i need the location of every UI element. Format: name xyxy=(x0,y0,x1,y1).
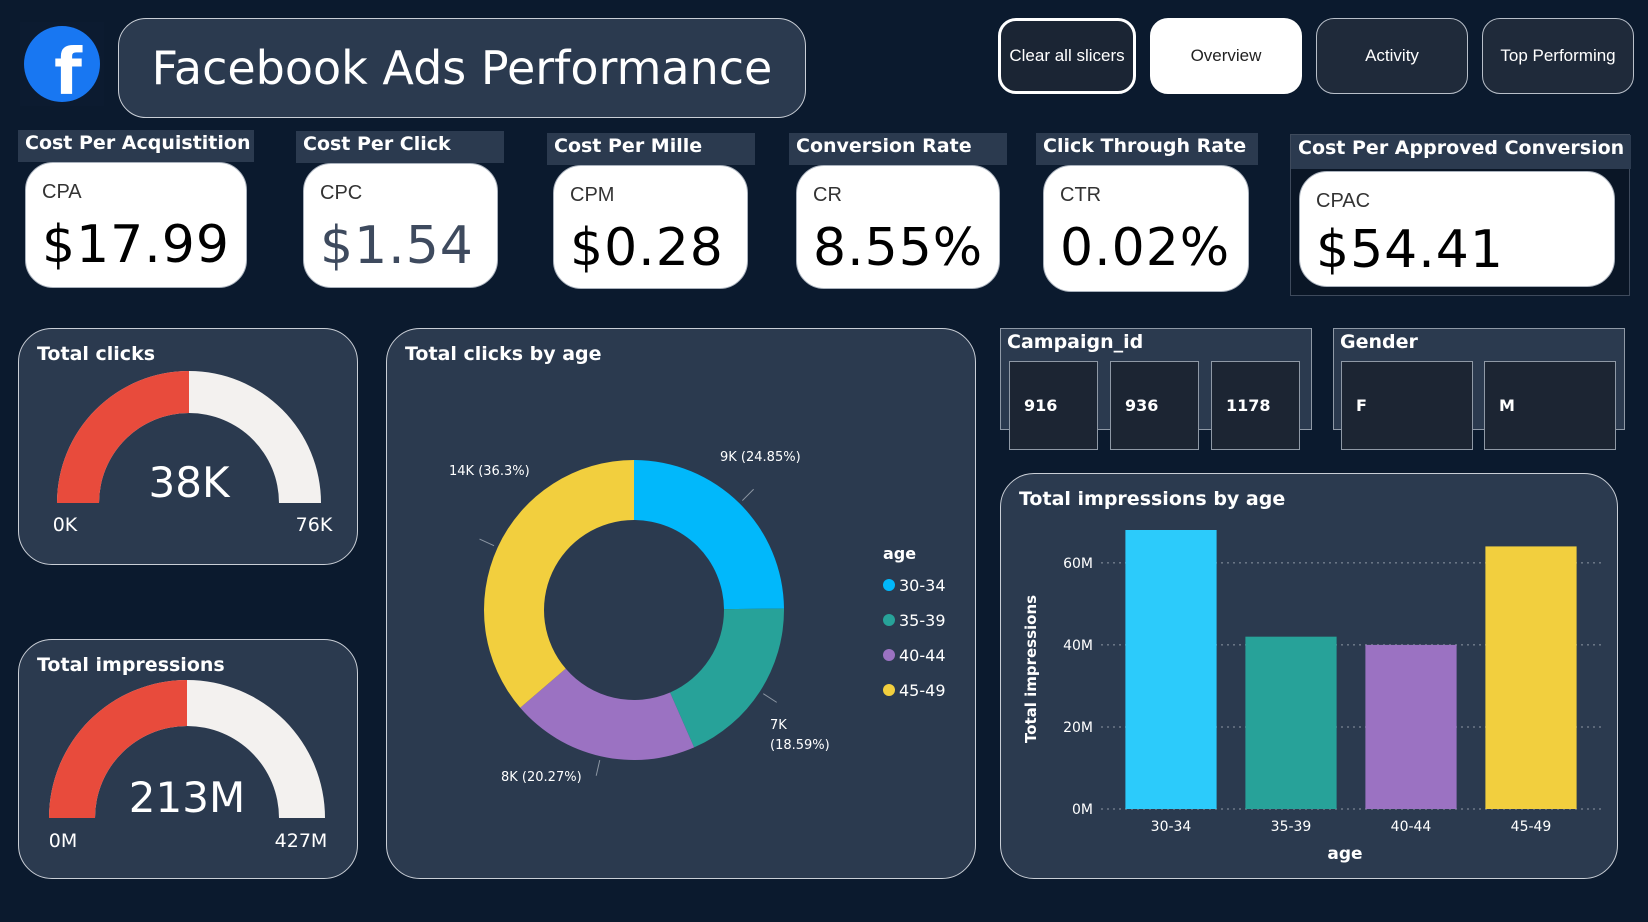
bar-45-49 xyxy=(1485,546,1576,809)
total-clicks-gauge: 38K 0K 76K xyxy=(19,329,359,566)
legend-label-40-44: 40-44 xyxy=(899,646,946,665)
gauge-value: 213M xyxy=(129,773,245,822)
gender-option-f[interactable]: F xyxy=(1341,361,1473,450)
clicks-by-age-donut-chart: 9K (24.85%) 7K (18.59%) 8K (20.27%) 14K (36.… xyxy=(387,329,977,880)
kpi-value-ctr: 0.02% xyxy=(1060,218,1230,278)
impressions-by-age-panel: Total impressions by age 0M 20M 40M 60M 30-3… xyxy=(1000,473,1618,879)
svg-text:f: f xyxy=(54,36,83,106)
kpi-abbr-cpc: CPC xyxy=(320,182,362,205)
legend-marker-30-34 xyxy=(883,579,895,591)
x-tick-label-45-49: 45-49 xyxy=(1511,819,1552,835)
x-axis-label: age xyxy=(1327,844,1362,864)
campaign-id-slicer-title: Campaign_id xyxy=(1007,331,1143,353)
legend-marker-45-49 xyxy=(883,684,895,696)
legend-label-30-34: 30-34 xyxy=(899,576,946,595)
y-axis-label: Total impressions xyxy=(1022,595,1040,743)
kpi-abbr-cpm: CPM xyxy=(570,184,614,207)
campaign-id-option-1178[interactable]: 1178 xyxy=(1211,361,1300,450)
data-label-40-44: 8K (20.27%) xyxy=(501,770,582,785)
kpi-label-cpa: Cost Per Acquistition xyxy=(18,130,254,162)
kpi-container-cpac: Cost Per Approved Conversion CPAC $54.41 xyxy=(1290,134,1630,296)
bar-30-34 xyxy=(1125,530,1216,809)
data-label-45-49: 14K (36.3%) xyxy=(449,464,530,479)
leader-line-45-49 xyxy=(480,539,495,546)
y-tick-label-20M: 20M xyxy=(1063,720,1093,736)
kpi-card-cpm: CPM $0.28 xyxy=(553,165,748,289)
gauge-max: 427M xyxy=(275,830,328,852)
kpi-value-cpac: $54.41 xyxy=(1316,220,1504,280)
legend-label-35-39: 35-39 xyxy=(899,611,946,630)
kpi-label-cpac: Cost Per Approved Conversion xyxy=(1291,135,1631,169)
donut-slice-30-34 xyxy=(634,460,784,609)
kpi-value-cpc: $1.54 xyxy=(320,216,474,276)
total-impressions-gauge: 213M 0M 427M xyxy=(19,640,359,880)
kpi-value-cpm: $0.28 xyxy=(570,218,724,278)
donut-slice-45-49 xyxy=(484,460,634,708)
leader-line-35-39 xyxy=(763,694,776,703)
gender-slicer-title: Gender xyxy=(1340,331,1418,353)
campaign-id-option-916[interactable]: 916 xyxy=(1009,361,1098,450)
clear-all-slicers-button[interactable]: Clear all slicers xyxy=(998,18,1136,94)
data-label-30-34: 9K (24.85%) xyxy=(720,450,801,465)
gender-option-m[interactable]: M xyxy=(1484,361,1616,450)
gauge-value: 38K xyxy=(149,458,231,507)
kpi-label-cr: Conversion Rate xyxy=(789,133,1007,165)
kpi-card-ctr: CTR 0.02% xyxy=(1043,165,1249,292)
x-tick-label-35-39: 35-39 xyxy=(1271,819,1312,835)
activity-button[interactable]: Activity xyxy=(1316,18,1468,94)
legend-title: age xyxy=(883,544,916,563)
kpi-label-cpc: Cost Per Click xyxy=(296,131,504,163)
gauge-min: 0M xyxy=(49,830,77,852)
facebook-logo-icon: f xyxy=(20,22,104,106)
page-title: Facebook Ads Performance xyxy=(152,41,773,95)
gender-slicer: Gender F M xyxy=(1333,328,1625,430)
leader-line-30-34 xyxy=(742,489,753,500)
kpi-label-cpm: Cost Per Mille xyxy=(547,133,755,165)
kpi-card-cr: CR 8.55% xyxy=(796,165,1000,289)
x-tick-label-40-44: 40-44 xyxy=(1391,819,1432,835)
bar-35-39 xyxy=(1245,637,1336,809)
impressions-by-age-bar-chart: 0M 20M 40M 60M 30-34 35-39 40-44 45-49 age Tota… xyxy=(1001,474,1619,880)
legend-marker-35-39 xyxy=(883,614,895,626)
overview-button[interactable]: Overview xyxy=(1150,18,1302,94)
x-tick-label-30-34: 30-34 xyxy=(1151,819,1192,835)
leader-line-40-44 xyxy=(596,760,600,776)
data-label-35-39: 7K (18.59%) xyxy=(770,718,830,753)
donut-slice-35-39 xyxy=(670,609,784,748)
bar-40-44 xyxy=(1365,645,1456,809)
kpi-label-ctr: Click Through Rate xyxy=(1036,133,1258,165)
gauge-max: 76K xyxy=(296,514,333,536)
legend-label-45-49: 45-49 xyxy=(899,681,946,700)
kpi-value-cr: 8.55% xyxy=(813,218,983,278)
kpi-abbr-ctr: CTR xyxy=(1060,184,1101,207)
campaign-id-option-936[interactable]: 936 xyxy=(1110,361,1199,450)
y-tick-label-40M: 40M xyxy=(1063,638,1093,654)
kpi-card-cpac: CPAC $54.41 xyxy=(1299,171,1615,287)
y-tick-label-0M: 0M xyxy=(1072,802,1093,818)
facebook-logo: f xyxy=(20,22,104,106)
kpi-abbr-cpa: CPA xyxy=(42,181,82,204)
total-clicks-panel: Total clicks 38K 0K 76K xyxy=(18,328,358,565)
kpi-abbr-cr: CR xyxy=(813,184,842,207)
y-tick-label-60M: 60M xyxy=(1063,556,1093,572)
kpi-card-cpa: CPA $17.99 xyxy=(25,162,247,288)
dashboard-title-box: Facebook Ads Performance xyxy=(118,18,806,118)
gauge-min: 0K xyxy=(53,514,78,536)
campaign-id-slicer: Campaign_id 916 936 1178 xyxy=(1000,328,1312,430)
total-impressions-panel: Total impressions 213M 0M 427M xyxy=(18,639,358,879)
kpi-value-cpa: $17.99 xyxy=(42,215,230,275)
kpi-card-cpc: CPC $1.54 xyxy=(303,163,498,288)
clicks-by-age-panel: Total clicks by age 9K (24.85%) 7K (18.59%… xyxy=(386,328,976,879)
legend-marker-40-44 xyxy=(883,649,895,661)
top-performing-button[interactable]: Top Performing xyxy=(1482,18,1634,94)
kpi-abbr-cpac: CPAC xyxy=(1316,190,1370,213)
